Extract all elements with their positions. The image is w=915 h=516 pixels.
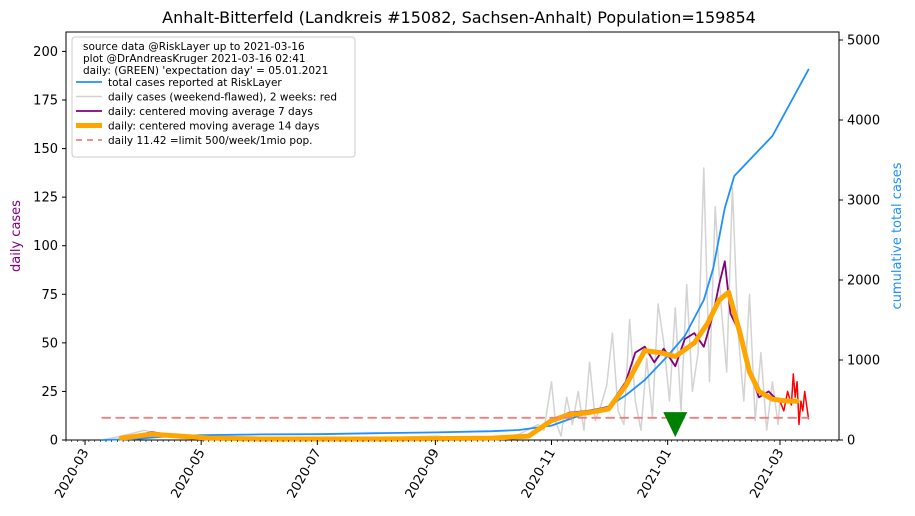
legend-label: daily: centered moving average 7 days (108, 106, 313, 118)
series-layer (101, 68, 810, 442)
y-tick-label: 200 (33, 45, 58, 60)
left-axis: 0 25 50 75 100 125 150 175 200 (33, 45, 66, 449)
legend-label: daily: centered moving average 14 days (108, 121, 320, 133)
y2-axis-label: cumulative total cases (890, 162, 905, 309)
y2-tick-label: 0 (847, 434, 855, 449)
y2-tick-label: 3000 (847, 194, 880, 209)
legend-label: daily 11.42 =limit 500/week/1mio pop. (108, 135, 313, 147)
series-daily-centered-moving-average-14-days (118, 289, 800, 442)
y2-tick-label: 5000 (847, 34, 880, 49)
y-tick-label: 125 (33, 191, 58, 206)
legend-label: total cases reported at RiskLayer (108, 77, 282, 89)
legend: source data @RiskLayer up to 2021-03-16 … (71, 36, 356, 158)
y-tick-label: 25 (41, 385, 58, 400)
legend-text-expectation: daily: (GREEN) 'expectation day' = 05.01… (83, 65, 328, 77)
y2-tick-label: 1000 (847, 354, 880, 369)
y-tick-label: 0 (50, 434, 58, 449)
legend-text-source: source data @RiskLayer up to 2021-03-16 (83, 41, 305, 53)
legend-text-plot: plot @DrAndreasKruger 2021-03-16 02:41 (83, 53, 306, 65)
plot-area (65, 31, 840, 442)
y-tick-label: 50 (41, 336, 58, 351)
series-daily-cases-weekend-flawed-2-weeks-red-red (779, 373, 810, 426)
chart-title: Anhalt-Bitterfeld (Landkreis #15082, Sac… (162, 8, 756, 27)
y2-tick-label: 2000 (847, 274, 880, 289)
y-tick-label: 150 (33, 142, 58, 157)
y-tick-label: 75 (41, 288, 58, 303)
y-axis-label: daily cases (9, 200, 24, 272)
legend-label: daily cases (weekend-flawed), 2 weeks: r… (108, 92, 337, 104)
y-tick-label: 175 (33, 94, 58, 109)
y-tick-label: 100 (33, 239, 58, 254)
expectation-day-marker (663, 412, 688, 438)
right-axis: 0 1000 2000 3000 4000 5000 (839, 34, 880, 449)
legend-entries: total cases reported at RiskLayer daily c… (76, 77, 337, 147)
y2-tick-label: 4000 (847, 114, 880, 129)
legend-box (71, 36, 356, 158)
